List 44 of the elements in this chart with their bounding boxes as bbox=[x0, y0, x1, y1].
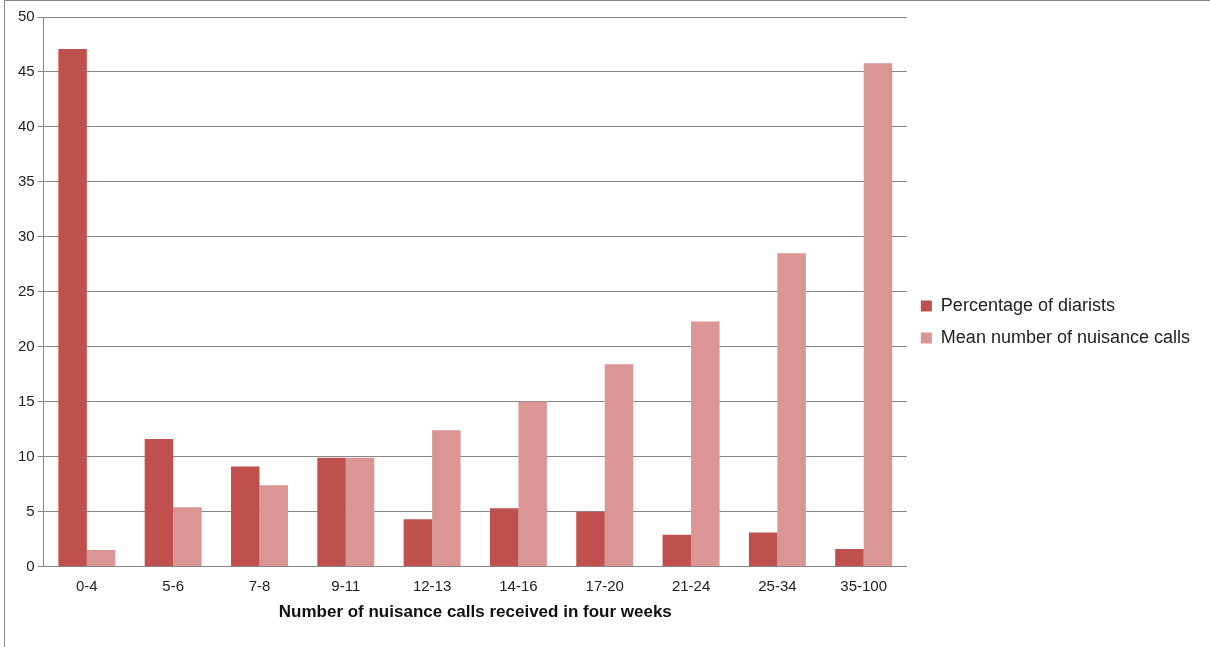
bar bbox=[403, 519, 433, 567]
bar bbox=[86, 550, 116, 567]
x-tick-label: 21-24 bbox=[671, 576, 711, 594]
bar bbox=[777, 253, 806, 567]
y-tick-label: 50 bbox=[18, 7, 35, 25]
bar bbox=[231, 466, 260, 567]
legend-label: Mean number of nuisance calls bbox=[940, 326, 1191, 347]
bar bbox=[576, 511, 605, 567]
bar bbox=[259, 485, 288, 567]
legend-label: Percentage of diarists bbox=[940, 294, 1115, 315]
bar bbox=[173, 507, 202, 567]
x-axis-title: Number of nuisance calls received in four weeks bbox=[278, 602, 672, 622]
x-tick-label: 9-11 bbox=[331, 576, 361, 594]
y-tick-label: 30 bbox=[18, 226, 35, 244]
x-tick-label: 12-13 bbox=[412, 576, 452, 594]
bar bbox=[604, 364, 634, 567]
y-tick-label: 5 bbox=[26, 501, 35, 519]
y-tick-label: 25 bbox=[18, 281, 35, 299]
bar bbox=[518, 401, 547, 567]
bar bbox=[863, 63, 893, 567]
bar bbox=[432, 430, 461, 567]
y-tick-label: 35 bbox=[18, 172, 35, 190]
bar bbox=[317, 457, 346, 567]
bar bbox=[489, 508, 519, 567]
x-tick-label: 35-100 bbox=[840, 576, 888, 594]
y-tick-label: 20 bbox=[18, 336, 35, 354]
x-tick-label: 5-6 bbox=[162, 576, 185, 594]
bar bbox=[835, 549, 864, 567]
bar bbox=[748, 532, 778, 567]
y-tick-label: 15 bbox=[18, 391, 35, 409]
x-tick-label: 25-34 bbox=[758, 576, 797, 594]
bar bbox=[58, 48, 87, 567]
x-tick-label: 7-8 bbox=[248, 576, 271, 594]
x-tick-label: 17-20 bbox=[585, 576, 624, 594]
x-tick-label: 0-4 bbox=[76, 576, 98, 594]
bar bbox=[345, 457, 375, 567]
y-tick-label: 45 bbox=[18, 62, 35, 80]
bar bbox=[691, 321, 720, 567]
bar bbox=[662, 534, 692, 567]
y-tick-label: 10 bbox=[18, 446, 35, 464]
y-tick-label: 40 bbox=[18, 117, 35, 135]
x-tick-label: 14-16 bbox=[499, 576, 538, 594]
y-tick-label: 0 bbox=[26, 556, 35, 574]
bar bbox=[144, 439, 174, 567]
